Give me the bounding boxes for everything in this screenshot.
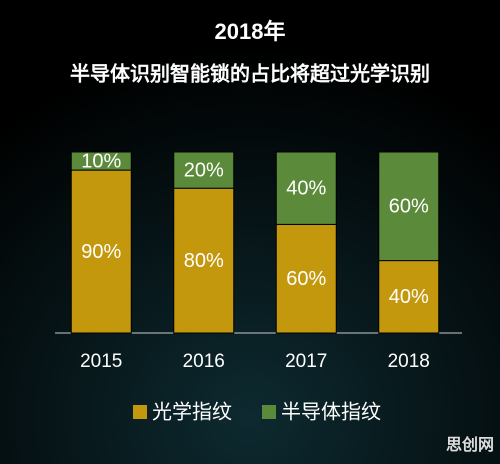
x-tick-label: 2017 [285,351,327,372]
legend-label: 光学指纹 [152,400,232,423]
bar-segment [378,260,440,334]
legend-swatch [133,405,147,419]
bar-segment [275,223,337,334]
legend-swatch [262,405,276,419]
x-tick-label: 2016 [183,351,225,372]
legend-label: 半导体指纹 [281,400,381,423]
data-label: 20% [184,159,224,181]
data-label: 40% [286,177,326,199]
watermark: 思创网 [446,435,494,454]
bar-segment [70,169,132,334]
bar-segment [70,151,132,171]
data-label: 40% [389,286,429,308]
data-label: 10% [81,150,121,172]
bar-segment [173,187,235,334]
data-label: 90% [81,241,121,263]
x-tick-label: 2015 [80,351,122,372]
data-label: 80% [184,250,224,272]
data-label: 60% [389,196,429,218]
bar-segment [275,151,337,225]
data-label: 60% [286,268,326,290]
x-tick-label: 2018 [388,351,430,372]
bar-segment [378,151,440,262]
chart-subtitle: 半导体识别智能锁的占比将超过光学识别 [70,61,430,85]
bar-segment [173,151,235,189]
chart-title: 2018年 [215,19,286,44]
